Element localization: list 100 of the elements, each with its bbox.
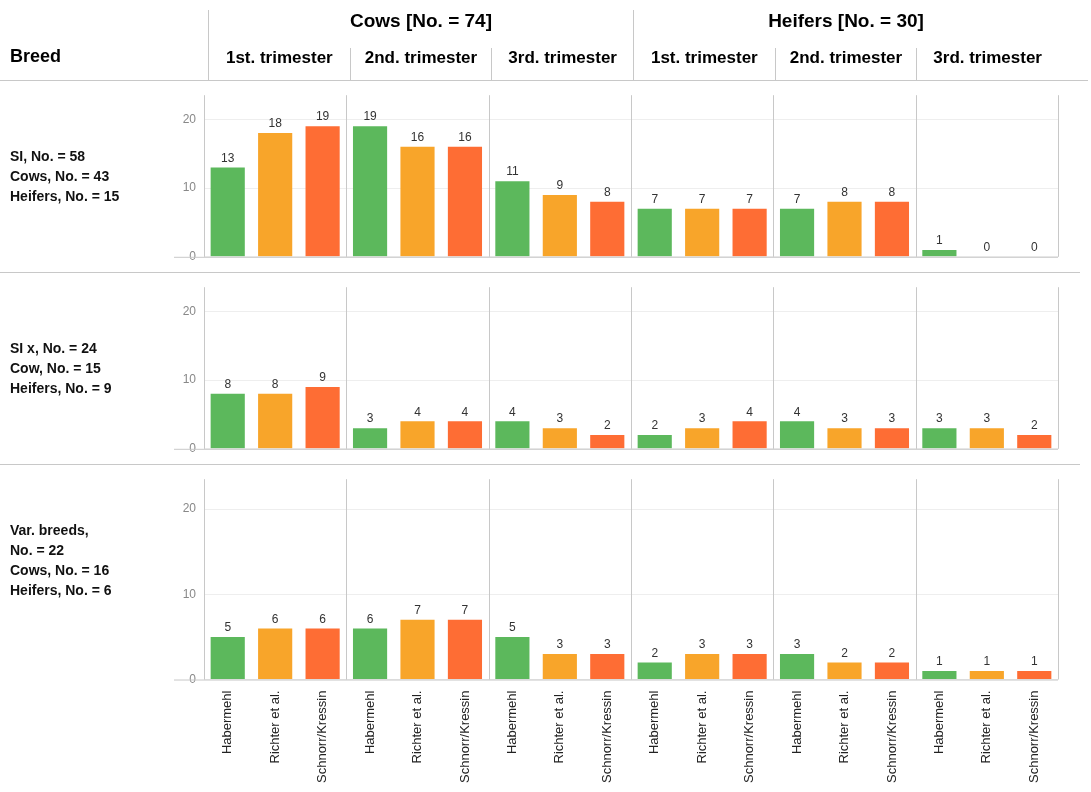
bar xyxy=(827,428,862,449)
bar xyxy=(922,249,957,257)
data-label: 16 xyxy=(410,130,425,145)
y-axis-title: Var. breeds, No. = 22 Cows, No. = 16 Heifers, No. = 6 xyxy=(10,521,113,600)
data-label: 5 xyxy=(509,620,517,635)
y-tick-label: 20 xyxy=(182,501,197,516)
bar xyxy=(210,636,245,680)
bar xyxy=(874,201,910,257)
text: 2nd. trimester xyxy=(774,48,917,80)
data-label: 4 xyxy=(414,404,422,419)
bar xyxy=(637,435,672,449)
data-label: 8 xyxy=(271,377,279,392)
bar xyxy=(779,421,815,449)
bar xyxy=(258,628,293,680)
data-label: 3 xyxy=(888,411,896,426)
bar xyxy=(447,421,483,449)
data-label: 3 xyxy=(936,411,944,426)
data-label: 8 xyxy=(224,377,232,392)
bar xyxy=(542,428,577,449)
text: 3rd. trimester xyxy=(491,48,633,80)
text: 1st. trimester xyxy=(208,48,350,80)
x-tick-label: Schnorr/Kressin xyxy=(456,690,472,784)
bar xyxy=(495,421,530,449)
bar xyxy=(874,662,910,680)
y-tick-label: 0 xyxy=(189,671,197,686)
bar xyxy=(732,208,767,257)
data-label: 0 xyxy=(983,240,991,255)
data-label: 1 xyxy=(936,233,944,248)
x-tick-label: Schnorr/Kressin xyxy=(1025,690,1041,784)
data-label: 7 xyxy=(793,191,801,206)
x-tick-label: Schnorr/Kressin xyxy=(598,690,614,784)
data-label: 19 xyxy=(315,109,330,124)
x-tick-label: Habermehl xyxy=(219,690,235,755)
bar xyxy=(400,619,435,680)
text: 2nd. trimester xyxy=(349,48,492,80)
data-label: 3 xyxy=(793,637,801,652)
bar xyxy=(922,671,957,680)
bar xyxy=(352,126,388,257)
bar xyxy=(1017,671,1052,680)
data-label: 1 xyxy=(936,654,944,669)
text: Heifers [No. = 30] xyxy=(768,10,924,31)
data-label: 5 xyxy=(224,620,232,635)
text: 1st. trimester xyxy=(633,48,775,80)
x-tick-label: Habermehl xyxy=(788,690,804,755)
data-label: 6 xyxy=(366,611,374,626)
data-label: 3 xyxy=(556,637,564,652)
text: 3rd. trimester xyxy=(916,48,1058,80)
data-label: 8 xyxy=(841,185,849,200)
data-label: 3 xyxy=(746,637,754,652)
y-axis-title: SI, No. = 58 Cows, No. = 43 Heifers, No. = 15 xyxy=(10,147,121,206)
bar xyxy=(447,619,483,680)
data-label: 3 xyxy=(366,411,374,426)
data-label: 3 xyxy=(556,411,564,426)
y-tick-label: 10 xyxy=(182,180,197,195)
bar xyxy=(969,428,1004,449)
y-tick-label: 0 xyxy=(189,249,197,264)
data-label: 2 xyxy=(651,418,659,433)
y-axis-title: SI x, No. = 24 Cow, No. = 15 Heifers, No. = 9 xyxy=(10,339,113,398)
x-tick-label: Richter et al. xyxy=(693,690,709,764)
data-label: 3 xyxy=(841,411,849,426)
data-label: 1 xyxy=(1030,654,1038,669)
data-label: 18 xyxy=(268,116,283,131)
bar xyxy=(258,393,293,449)
data-label: 6 xyxy=(271,611,279,626)
bar xyxy=(495,636,530,680)
x-tick-label: Habermehl xyxy=(361,690,377,755)
data-label: 2 xyxy=(603,418,611,433)
bar xyxy=(827,662,862,680)
data-label: 0 xyxy=(1030,240,1038,255)
y-tick-label: 20 xyxy=(182,303,197,318)
bar xyxy=(590,435,625,449)
bar xyxy=(352,428,388,449)
bar xyxy=(542,194,577,257)
data-label: 7 xyxy=(698,191,706,206)
data-label: 9 xyxy=(556,178,564,193)
data-label: 11 xyxy=(506,164,519,179)
bar xyxy=(969,671,1004,680)
data-label: 6 xyxy=(319,611,327,626)
bar xyxy=(637,208,672,257)
data-label: 8 xyxy=(603,185,611,200)
bar xyxy=(305,126,340,257)
text: Breed xyxy=(10,46,62,67)
x-tick-label: Schnorr/Kressin xyxy=(314,690,330,784)
x-tick-label: Habermehl xyxy=(930,690,946,755)
bar xyxy=(590,653,625,680)
bar xyxy=(258,133,293,257)
bar xyxy=(685,428,720,449)
bar xyxy=(352,628,388,680)
data-label: 8 xyxy=(888,185,896,200)
bar xyxy=(732,653,767,680)
data-label: 7 xyxy=(461,603,469,618)
bar xyxy=(447,146,483,257)
data-label: 4 xyxy=(509,404,517,419)
bar xyxy=(542,653,577,680)
data-label: 7 xyxy=(414,603,422,618)
bar xyxy=(732,421,767,449)
bar xyxy=(495,181,530,257)
y-tick-label: 0 xyxy=(189,441,197,456)
bar xyxy=(305,628,340,680)
x-tick-label: Richter et al. xyxy=(266,690,282,764)
